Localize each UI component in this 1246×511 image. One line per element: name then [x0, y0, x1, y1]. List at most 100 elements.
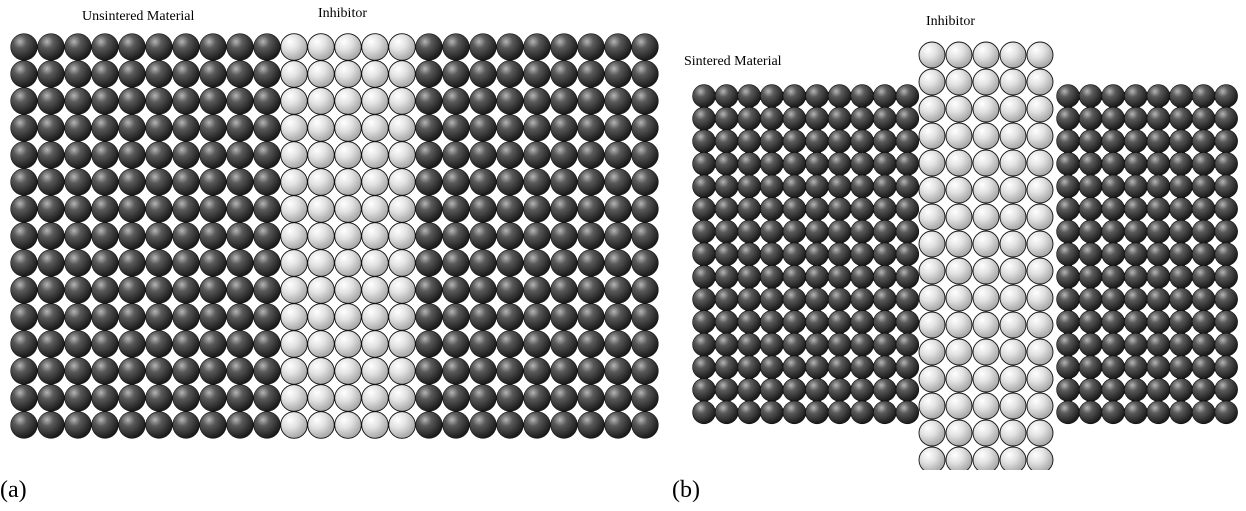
sintered-particle [850, 197, 874, 221]
sintered-particle [850, 355, 874, 379]
unsintered-particle [37, 168, 65, 196]
inhibitor-particle [361, 276, 389, 304]
sintered-particle [1146, 287, 1171, 312]
unsintered-particle [145, 141, 173, 169]
sintered-particle [1146, 152, 1171, 176]
sintered-particle [895, 152, 920, 176]
inhibitor-particle [972, 284, 1000, 312]
sintered-particle [895, 219, 920, 244]
unsintered-particle [604, 141, 632, 169]
sintered-particle [692, 355, 716, 379]
unsintered-particle [631, 60, 659, 88]
unsintered-particle [631, 276, 659, 304]
inhibitor-particle [388, 141, 416, 169]
inhibitor-particle [918, 149, 946, 177]
unsintered-particle [199, 87, 227, 115]
unsintered-particle [10, 249, 38, 277]
unsintered-particle [226, 276, 254, 304]
sintered-particle [714, 400, 739, 425]
unsintered-particle [118, 249, 146, 277]
unsintered-particle [523, 249, 551, 277]
sintered-particle [782, 287, 807, 312]
sintered-particle [1169, 242, 1193, 266]
unsintered-particle [37, 195, 65, 223]
sintered-particle [714, 197, 739, 221]
sintered-particle [782, 378, 807, 402]
sintered-particle [1214, 174, 1238, 199]
inhibitor-particle [918, 41, 946, 69]
inhibitor-particle [388, 276, 416, 304]
inhibitor-particle [280, 411, 308, 439]
sintered-particle [760, 242, 784, 266]
unsintered-particle [145, 114, 173, 142]
sintered-particle [1124, 197, 1148, 221]
unsintered-particle [604, 276, 632, 304]
sintered-particle [1078, 219, 1103, 244]
inhibitor-particle [388, 384, 416, 412]
unsintered-particle [226, 114, 254, 142]
unsintered-particle [469, 33, 497, 61]
unsintered-particle [172, 195, 200, 223]
sintered-particle [714, 174, 739, 199]
sintered-particle [1056, 197, 1080, 221]
unsintered-particle [64, 249, 92, 277]
sintered-particle [873, 197, 897, 221]
sintered-particle [1124, 174, 1148, 199]
sintered-particle [873, 332, 897, 357]
sintered-particle [1214, 106, 1238, 131]
unsintered-particle [523, 141, 551, 169]
sintered-particle [805, 174, 829, 199]
unsintered-particle [550, 249, 578, 277]
inhibitor-particle [918, 122, 946, 150]
unsintered-particle [523, 384, 551, 412]
unsintered-particle [523, 222, 551, 250]
unsintered-particle [550, 303, 578, 331]
sintered-particle [1056, 378, 1080, 402]
inhibitor-particle [945, 365, 973, 393]
inhibitor-particle [1026, 230, 1054, 258]
unsintered-particle [577, 195, 605, 223]
unsintered-particle [523, 114, 551, 142]
inhibitor-particle [280, 60, 308, 88]
inhibitor-particle [388, 357, 416, 385]
sintered-particle [873, 265, 897, 289]
unsintered-particle [550, 222, 578, 250]
unsintered-particle [172, 33, 200, 61]
inhibitor-particle [334, 195, 362, 223]
unsintered-particle [10, 303, 38, 331]
inhibitor-particle [280, 141, 308, 169]
inhibitor-particle [972, 68, 1000, 96]
unsintered-particle [253, 168, 281, 196]
unsintered-particle [442, 357, 470, 385]
sintered-particle [805, 400, 829, 425]
inhibitor-particle [307, 330, 335, 358]
sintered-particle [805, 129, 829, 153]
unsintered-particle [172, 276, 200, 304]
unsintered-particle [604, 330, 632, 358]
inhibitor-particle [918, 338, 946, 366]
sintered-particle [714, 152, 739, 176]
inhibitor-particle [1026, 284, 1054, 312]
unsintered-particle [577, 276, 605, 304]
unsintered-particle [37, 141, 65, 169]
sintered-particle [827, 332, 852, 357]
sintered-particle [1214, 265, 1238, 289]
unsintered-particle [415, 303, 443, 331]
sintered-particle [737, 265, 761, 289]
unsintered-particle [91, 357, 119, 385]
unsintered-particle [496, 141, 524, 169]
unsintered-particle [64, 222, 92, 250]
inhibitor-particle [388, 411, 416, 439]
inhibitor-particle [999, 95, 1027, 123]
unsintered-particle [118, 33, 146, 61]
sintered-particle [1124, 332, 1148, 357]
inhibitor-particle [999, 41, 1027, 69]
inhibitor-particle [388, 330, 416, 358]
unsintered-particle [631, 357, 659, 385]
sintered-particle [873, 84, 897, 108]
sintered-particle [805, 84, 829, 108]
sintered-particle [692, 287, 716, 312]
inhibitor-particle [307, 168, 335, 196]
sintered-particle [1169, 129, 1193, 153]
inhibitor-particle [945, 95, 973, 123]
